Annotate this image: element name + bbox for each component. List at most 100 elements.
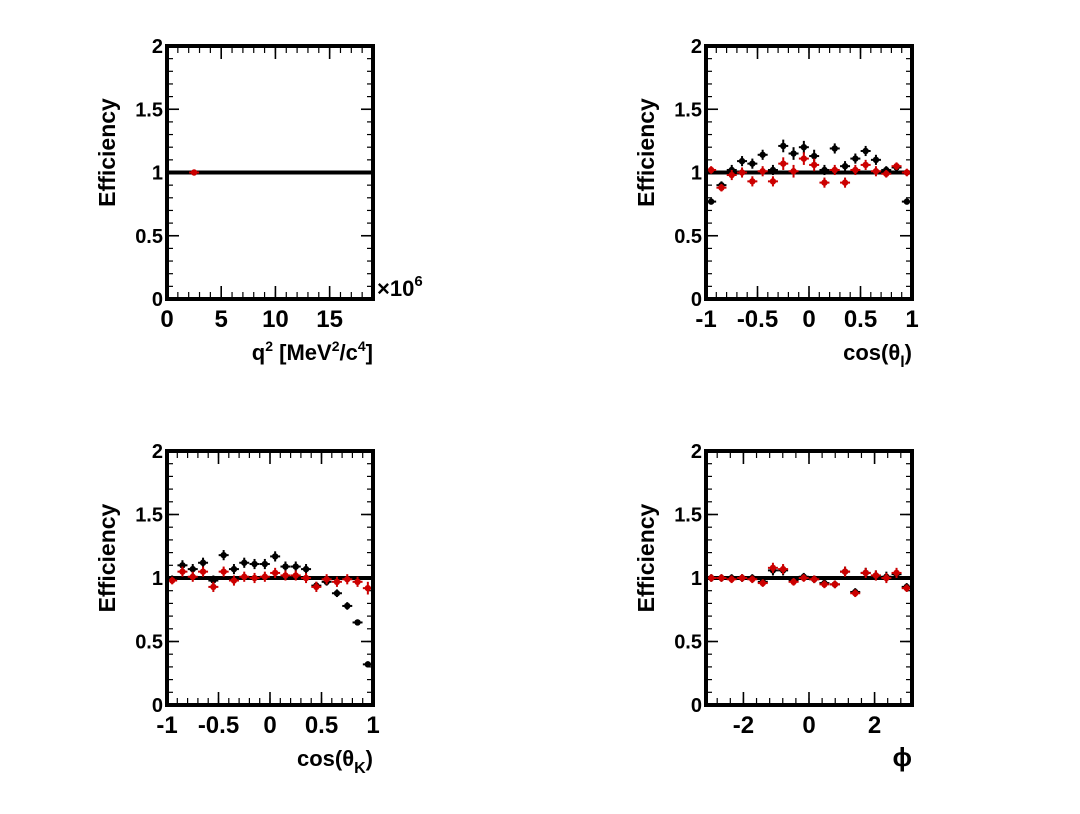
- y-tick-label: 2: [691, 441, 702, 463]
- series-black: [706, 139, 912, 205]
- data-point: [292, 563, 299, 570]
- y-tick-label: 1: [691, 568, 702, 590]
- data-point: [344, 576, 351, 583]
- data-point: [749, 576, 756, 583]
- data-point: [271, 569, 279, 577]
- data-point: [821, 581, 828, 588]
- data-point: [738, 169, 746, 176]
- data-point: [261, 573, 269, 580]
- data-point: [220, 551, 227, 559]
- x-axis-title: ϕ: [893, 742, 913, 772]
- x-tick-label: -0.5: [737, 306, 778, 333]
- y-tick-label: 1.5: [135, 505, 163, 527]
- data-point: [769, 166, 777, 174]
- data-point: [852, 166, 859, 174]
- data-point: [241, 559, 248, 566]
- y-tick-label: 2: [152, 441, 163, 463]
- x-tick-label: -1: [695, 306, 716, 333]
- x-tick-label: 0.5: [844, 306, 877, 333]
- data-point: [862, 147, 869, 155]
- y-tick-label: 0.5: [674, 226, 702, 248]
- x-tick-label: 15: [316, 306, 343, 333]
- data-point: [168, 577, 176, 584]
- data-point: [872, 572, 880, 579]
- x-tick-label: 0: [263, 712, 276, 739]
- data-point: [282, 563, 289, 570]
- data-point: [810, 161, 818, 169]
- data-point: [903, 584, 910, 592]
- data-point: [179, 562, 186, 569]
- plot-frame: [704, 449, 914, 707]
- data-point: [790, 168, 797, 175]
- y-tick-label: 0.5: [674, 632, 702, 654]
- data-point: [821, 166, 828, 174]
- data-point: [872, 168, 880, 175]
- series-red: [189, 169, 200, 176]
- y-tick-label: 1.5: [135, 99, 163, 121]
- x-axis-title-part: /c: [340, 340, 358, 365]
- data-point: [271, 553, 279, 560]
- data-point: [364, 661, 372, 668]
- x-axis-title-part: q: [252, 340, 265, 365]
- plot-frame: [165, 449, 375, 707]
- x-tick-label: -0.5: [198, 712, 239, 739]
- series-red: [167, 566, 373, 595]
- data-point: [344, 602, 351, 610]
- data-point: [199, 559, 207, 566]
- x-axis-title-part: [MeV: [273, 340, 332, 365]
- y-tick-label: 1.5: [674, 505, 702, 527]
- data-point: [354, 578, 361, 586]
- data-point: [230, 565, 238, 573]
- data-point: [707, 198, 715, 205]
- x-axis-multiplier-exp: 6: [414, 273, 422, 290]
- y-tick-label: 1.5: [674, 99, 702, 121]
- data-point: [241, 573, 248, 580]
- data-point: [708, 574, 715, 582]
- data-point: [313, 583, 320, 591]
- data-point: [333, 590, 341, 597]
- x-tick-label: 2: [868, 712, 881, 739]
- data-point: [893, 569, 900, 577]
- x-tick-label: 1: [905, 306, 918, 333]
- x-axis-title-part: ): [366, 746, 373, 771]
- x-axis-title-part: 2: [332, 338, 340, 354]
- x-axis-title-part: 4: [358, 338, 366, 354]
- data-point: [190, 169, 198, 176]
- x-axis-title-sub: l: [900, 354, 904, 371]
- x-axis-title-sub: K: [354, 760, 366, 777]
- data-point: [292, 572, 299, 579]
- x-axis-title: q2 [MeV2/c4]: [252, 338, 373, 365]
- y-tick-label: 0: [691, 289, 702, 311]
- y-tick-label: 1: [152, 568, 163, 590]
- x-tick-label: 0: [802, 306, 815, 333]
- y-axis-title: Efficiency: [94, 98, 120, 207]
- data-point: [210, 583, 217, 591]
- data-point: [852, 155, 859, 162]
- data-point: [759, 579, 766, 587]
- data-point: [800, 574, 807, 582]
- y-tick-label: 0.5: [135, 632, 163, 654]
- y-axis-title: Efficiency: [633, 98, 659, 207]
- data-point: [364, 584, 372, 592]
- x-axis-title: cos(θK): [297, 746, 373, 777]
- x-tick-label: 0: [160, 306, 173, 333]
- data-point: [862, 569, 869, 577]
- x-tick-label: 0.5: [305, 712, 338, 739]
- data-point: [759, 151, 766, 158]
- data-point: [738, 157, 746, 165]
- data-point: [230, 577, 238, 584]
- series-red: [706, 562, 912, 598]
- x-axis-title: cos(θl): [843, 340, 912, 371]
- y-tick-label: 1: [152, 163, 163, 185]
- data-point: [718, 574, 725, 582]
- data-point: [841, 162, 849, 170]
- data-point: [862, 161, 869, 169]
- data-point: [841, 179, 849, 186]
- y-tick-label: 0: [691, 695, 702, 717]
- x-tick-label: 5: [215, 306, 228, 333]
- series-black: [706, 565, 912, 596]
- data-point: [189, 565, 196, 573]
- y-tick-label: 2: [691, 36, 702, 58]
- x-tick-label: -1: [156, 712, 177, 739]
